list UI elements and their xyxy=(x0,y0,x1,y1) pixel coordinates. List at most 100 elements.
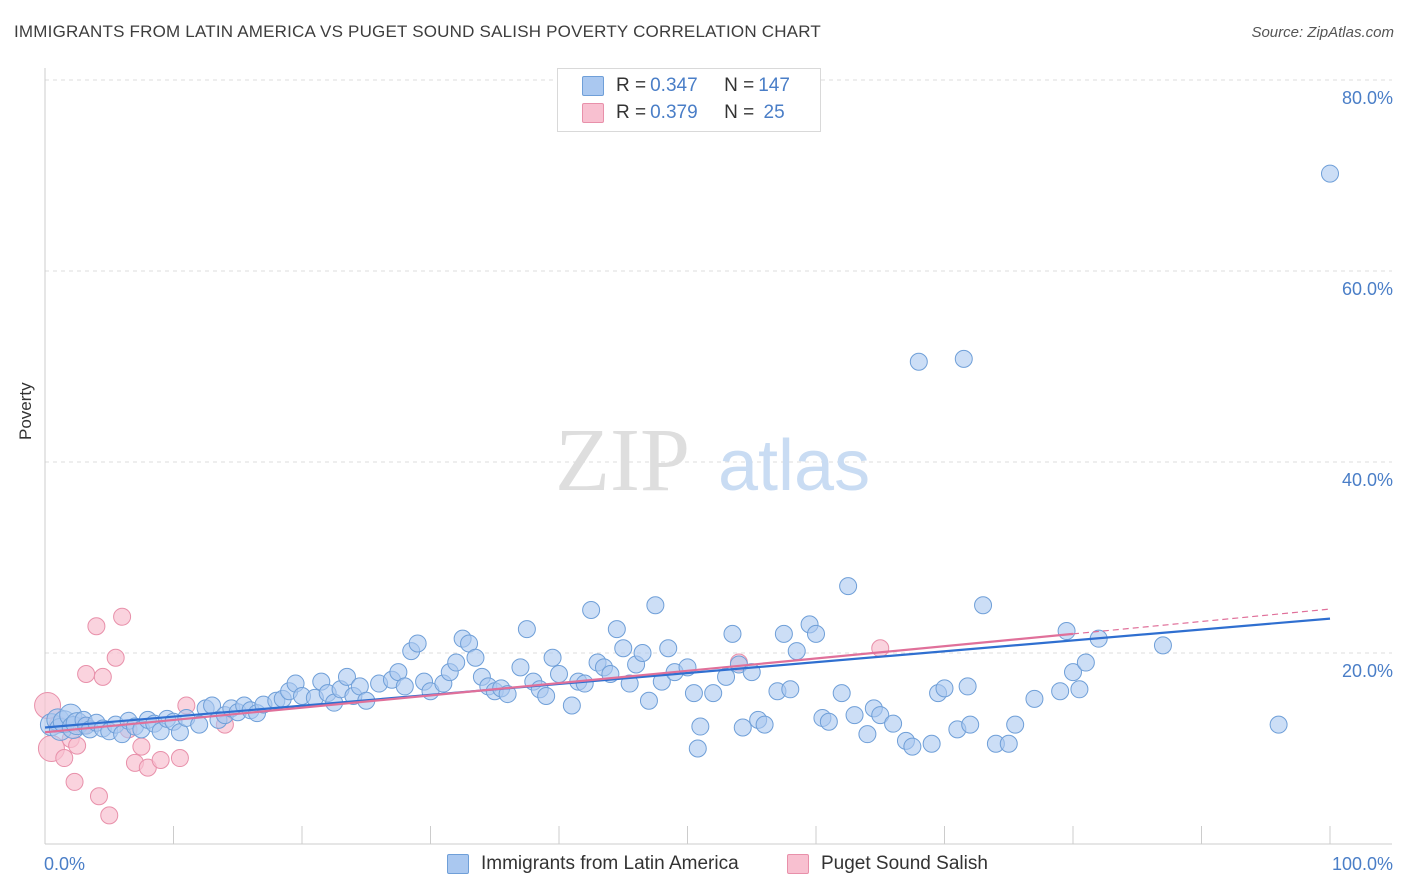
data-point xyxy=(498,685,517,704)
data-point xyxy=(845,706,864,725)
data-point xyxy=(190,715,209,734)
data-point xyxy=(1070,680,1089,699)
data-point xyxy=(774,624,793,643)
data-point xyxy=(839,577,858,596)
data-point xyxy=(717,667,736,686)
data-point xyxy=(1064,663,1082,682)
data-point xyxy=(691,717,710,736)
y-tick-label: 80.0% xyxy=(1342,88,1393,108)
trend-line-pink-extension xyxy=(1072,608,1331,635)
data-point xyxy=(517,620,536,639)
data-point xyxy=(543,648,562,667)
r-value-pink: 0.379 xyxy=(650,102,698,123)
legend-row-blue: R = 0.347 N = 147 xyxy=(582,75,790,97)
data-point xyxy=(1153,636,1172,655)
data-point xyxy=(903,737,922,756)
grid-lines xyxy=(45,79,1392,654)
legend-row-pink: R = 0.379 N = 25 xyxy=(582,102,785,124)
data-point xyxy=(408,634,427,653)
data-point xyxy=(68,736,87,755)
data-point xyxy=(77,665,96,684)
bottom-legend-blue: Immigrants from Latin America xyxy=(447,852,739,876)
chart-title: IMMIGRANTS FROM LATIN AMERICA VS PUGET S… xyxy=(14,22,821,41)
data-point xyxy=(447,653,466,672)
n-label-pink: N = xyxy=(724,102,755,123)
data-point xyxy=(961,715,980,734)
data-point xyxy=(562,696,581,715)
source-label: Source: ZipAtlas.com xyxy=(1251,24,1394,41)
blue-legend-label: Immigrants from Latin America xyxy=(481,853,739,874)
n-value-pink: 25 xyxy=(758,102,785,123)
data-point xyxy=(1076,653,1095,672)
data-point xyxy=(65,772,84,791)
data-point xyxy=(755,715,774,734)
data-point xyxy=(100,806,119,825)
data-point xyxy=(607,620,626,639)
y-tick-label: 20.0% xyxy=(1342,661,1393,681)
data-point xyxy=(723,624,742,643)
x-tick-label: 0.0% xyxy=(44,854,85,874)
r-value-blue: 0.347 xyxy=(650,75,698,96)
data-point xyxy=(633,644,652,662)
data-point xyxy=(170,749,189,768)
data-point xyxy=(884,714,903,733)
data-point xyxy=(704,684,723,703)
y-tick-label: 40.0% xyxy=(1342,470,1393,490)
data-point xyxy=(639,691,658,710)
pink-legend-swatch xyxy=(787,854,809,874)
data-point xyxy=(1269,715,1288,734)
data-point xyxy=(113,607,132,626)
data-point xyxy=(1321,164,1339,183)
data-point xyxy=(614,639,633,658)
data-point xyxy=(781,680,800,699)
data-point xyxy=(93,667,112,686)
data-point xyxy=(646,596,665,615)
stats-legend: R = 0.347 N = 147 R = 0.379 N = 25 xyxy=(557,68,821,132)
blue-swatch xyxy=(582,76,604,96)
data-point xyxy=(511,658,530,677)
data-point xyxy=(575,674,594,693)
n-label-blue: N = xyxy=(724,75,755,96)
bottom-legend-pink: Puget Sound Salish xyxy=(787,852,988,876)
data-point xyxy=(151,750,170,769)
data-point xyxy=(819,712,838,731)
data-point xyxy=(787,642,806,661)
data-point xyxy=(832,684,851,703)
pink-swatch xyxy=(582,103,604,123)
trend-line-pink xyxy=(44,632,1074,734)
watermark: ZIP atlas xyxy=(555,411,870,510)
data-point xyxy=(958,677,977,696)
data-point xyxy=(1057,622,1076,641)
data-point xyxy=(132,737,151,756)
data-point xyxy=(871,706,890,725)
data-point xyxy=(659,639,678,658)
data-point xyxy=(807,624,825,643)
data-point xyxy=(395,677,414,696)
watermark-zip: ZIP xyxy=(555,411,690,510)
data-point xyxy=(87,617,106,636)
data-point xyxy=(1006,715,1025,734)
data-point xyxy=(1051,682,1070,701)
watermark-atlas: atlas xyxy=(718,426,870,506)
data-point xyxy=(909,352,928,371)
data-point xyxy=(974,596,993,615)
data-point xyxy=(688,739,707,758)
data-point xyxy=(537,686,556,705)
data-point xyxy=(550,665,568,684)
data-point xyxy=(106,648,125,667)
data-point xyxy=(999,734,1018,753)
data-point xyxy=(89,787,108,806)
data-point xyxy=(337,667,356,686)
data-point xyxy=(1025,689,1044,708)
y-tick-label: 60.0% xyxy=(1342,279,1393,299)
data-point xyxy=(684,684,703,703)
data-point xyxy=(871,639,890,658)
r-label-blue: R = xyxy=(616,75,647,96)
trend-lines xyxy=(44,608,1331,734)
data-point xyxy=(922,734,941,753)
data-point xyxy=(55,749,74,768)
tick-labels: 20.0% 40.0% 60.0% 80.0% 0.0% 100.0% xyxy=(44,88,1393,874)
data-point xyxy=(582,601,601,620)
n-value-blue: 147 xyxy=(758,75,790,96)
